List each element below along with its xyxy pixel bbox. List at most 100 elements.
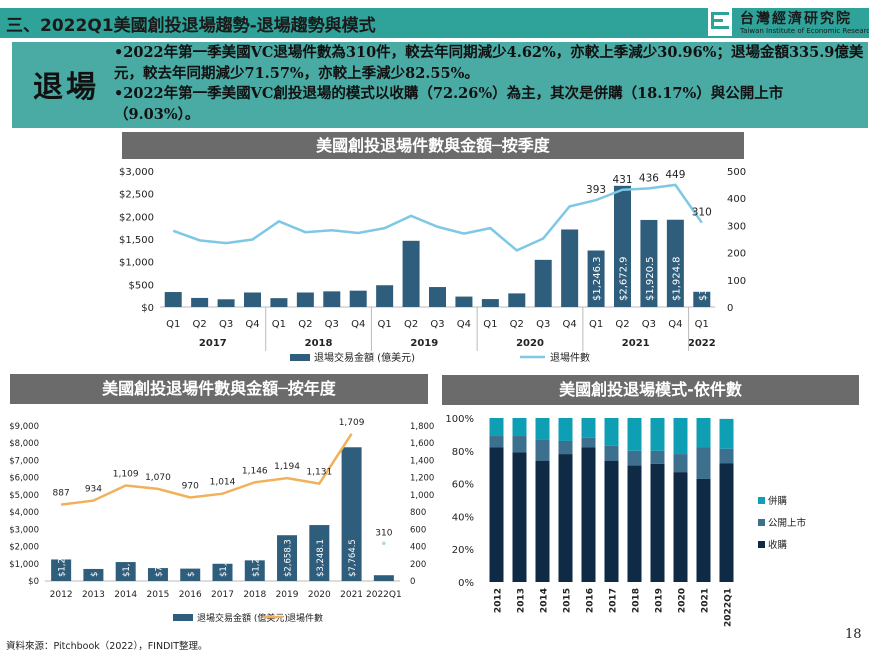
summary-bullet: •2022年第一季美國VC創投退場的模式以收購（72.26%）為主，其次是併購（… bbox=[114, 85, 784, 123]
bar-data-label: $1,2 bbox=[251, 558, 261, 577]
bar-data-label: $2,672.9 bbox=[619, 256, 630, 301]
line-data-label: 310 bbox=[692, 207, 712, 219]
stacked-bar-segment bbox=[719, 463, 734, 582]
x-tick-label: 2018 bbox=[632, 588, 642, 613]
line-data-label: 1,014 bbox=[210, 478, 236, 488]
page-title: 三、2022Q1美國創投退場趨勢-退場趨勢與模式 bbox=[6, 16, 376, 36]
stacked-bar-segment bbox=[696, 447, 711, 479]
y-right-tick-label: 200 bbox=[727, 249, 746, 260]
x-tick-label: 2016 bbox=[586, 588, 596, 613]
x-tick-label: 2018 bbox=[243, 590, 266, 600]
stacked-bar-segment bbox=[581, 437, 596, 448]
bar bbox=[402, 240, 420, 307]
stacked-bar-segment bbox=[650, 450, 665, 464]
stacked-bar-segment bbox=[650, 418, 665, 451]
y-right-tick-label: 1,600 bbox=[410, 439, 434, 449]
y-tick-label: 60% bbox=[452, 480, 474, 491]
line-data-label: 970 bbox=[182, 481, 199, 491]
source-note: 資料來源：Pitchbook（2022），FINDIT整理。 bbox=[6, 641, 208, 652]
stacked-bar-segment bbox=[489, 436, 504, 448]
y-left-tick-label: $1,500 bbox=[119, 235, 154, 246]
y-right-tick-label: 200 bbox=[410, 560, 426, 570]
x-tick-label: 2022Q1 bbox=[366, 590, 402, 600]
y-tick-label: 0% bbox=[458, 578, 474, 589]
line-data-label: 1,709 bbox=[339, 418, 365, 428]
x-tick-label: Q4 bbox=[563, 319, 577, 330]
series-line bbox=[60, 433, 353, 506]
x-group-label: 2018 bbox=[305, 338, 333, 349]
bar bbox=[373, 575, 394, 581]
stacked-bar-segment bbox=[696, 478, 711, 582]
bar-data-label: $1,920.5 bbox=[645, 256, 656, 301]
line-data-label: 310 bbox=[375, 528, 392, 538]
stacked-bar-segment bbox=[673, 418, 688, 455]
x-tick-label: 2015 bbox=[147, 590, 170, 600]
x-tick-label: Q2 bbox=[404, 319, 418, 330]
y-left-tick-label: $7,000 bbox=[9, 456, 39, 466]
summary-bullets: •2022年第一季美國VC退場件數為310件，較去年同期減少4.62%，亦較上季… bbox=[114, 43, 864, 125]
legend-swatch bbox=[758, 541, 765, 548]
y-left-tick-label: $0 bbox=[141, 303, 154, 314]
x-tick-label: Q1 bbox=[272, 319, 286, 330]
x-group-label: 2021 bbox=[622, 338, 650, 349]
logo-mark-icon bbox=[708, 8, 732, 36]
y-right-tick-label: 0 bbox=[410, 577, 415, 587]
stacked-bar-segment bbox=[719, 448, 734, 464]
bar bbox=[296, 292, 314, 307]
legend-label: 退場交易金額 (億美元) bbox=[197, 612, 288, 624]
x-tick-label: Q4 bbox=[245, 319, 259, 330]
logo: 台灣經濟研究院 Taiwan Institute of Economic Res… bbox=[700, 6, 869, 40]
x-tick-label: Q4 bbox=[351, 319, 365, 330]
stacked-bar-segment bbox=[627, 465, 642, 582]
bar bbox=[191, 297, 209, 307]
x-tick-label: 2012 bbox=[494, 588, 504, 613]
annual-chart-title: 美國創投退場件數與金額─按年度 bbox=[10, 374, 428, 404]
bar bbox=[309, 525, 330, 581]
x-tick-label: Q2 bbox=[615, 319, 629, 330]
stacked-bar-segment bbox=[535, 439, 550, 461]
legend-label: 退場件數 bbox=[287, 612, 323, 624]
x-tick-label: 2013 bbox=[82, 590, 105, 600]
x-tick-label: 2013 bbox=[517, 588, 527, 613]
y-right-tick-label: 0 bbox=[727, 303, 733, 314]
x-tick-label: 2015 bbox=[563, 588, 573, 613]
bar bbox=[341, 447, 362, 581]
x-tick-label: 2017 bbox=[211, 590, 234, 600]
stacked-bar-segment bbox=[673, 472, 688, 582]
x-tick-label: 2019 bbox=[655, 588, 665, 613]
x-tick-label: 2021 bbox=[340, 590, 363, 600]
stacked-bar-segment bbox=[627, 418, 642, 451]
x-tick-label: 2019 bbox=[276, 590, 299, 600]
x-group-label: 2020 bbox=[516, 338, 544, 349]
legend-label: 退場交易金額 (億美元) bbox=[314, 351, 415, 364]
stacked-bar-segment bbox=[512, 436, 527, 453]
bar bbox=[51, 559, 72, 581]
summary-label: 退場 bbox=[33, 70, 99, 105]
x-tick-label: Q4 bbox=[457, 319, 471, 330]
x-tick-label: 2020 bbox=[308, 590, 331, 600]
y-left-tick-label: $2,000 bbox=[119, 212, 154, 223]
bar bbox=[640, 219, 658, 307]
stacked-bar-segment bbox=[650, 463, 665, 582]
bar-data-label: $1, bbox=[122, 563, 132, 577]
y-left-tick-label: $1,000 bbox=[9, 560, 39, 570]
stacked-bar-segment bbox=[604, 445, 619, 461]
y-left-tick-label: $4,000 bbox=[9, 508, 39, 518]
line-data-label: 431 bbox=[612, 174, 632, 186]
stacked-bar-segment bbox=[719, 418, 734, 449]
stacked-bar-segment bbox=[604, 460, 619, 582]
bar bbox=[217, 299, 235, 307]
x-tick-label: Q2 bbox=[510, 319, 524, 330]
x-tick-label: 2012 bbox=[50, 590, 73, 600]
y-left-tick-label: $5,000 bbox=[9, 491, 39, 501]
y-left-tick-label: $8,000 bbox=[9, 439, 39, 449]
stacked-bar-segment bbox=[535, 460, 550, 582]
x-tick-label: Q2 bbox=[193, 319, 207, 330]
line-data-label: 1,070 bbox=[145, 473, 171, 483]
line-data-label: 393 bbox=[586, 184, 606, 196]
x-tick-label: Q1 bbox=[589, 319, 603, 330]
x-tick-label: Q1 bbox=[483, 319, 497, 330]
legend-swatch-bar bbox=[173, 614, 193, 621]
y-right-tick-label: 400 bbox=[410, 543, 426, 553]
x-tick-label: 2016 bbox=[179, 590, 202, 600]
